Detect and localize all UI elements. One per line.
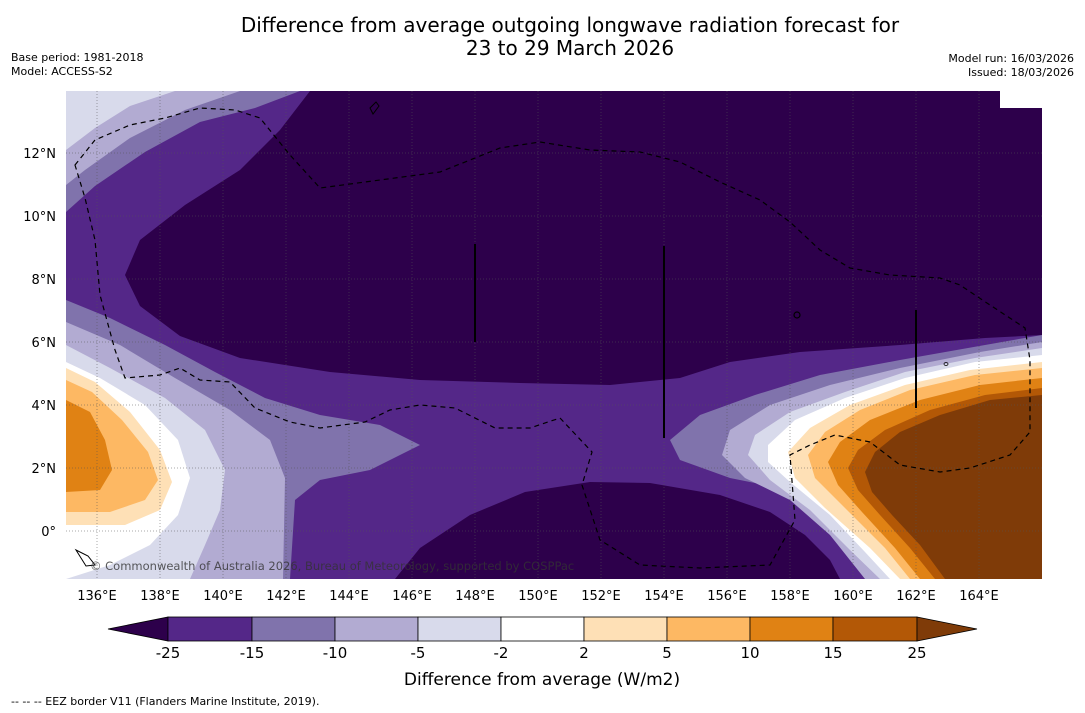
colorbar-tick-label: 25	[907, 644, 926, 662]
lat-label: 0°	[41, 525, 56, 540]
lon-label: 154°E	[644, 589, 684, 604]
lon-label: 150°E	[518, 589, 558, 604]
contour-fill-west-7	[66, 400, 112, 492]
colorbar: -25 -15 -10 -5 -2 2 5 10 15 25 Differenc…	[107, 616, 978, 690]
contour-fill-strong-negative	[125, 91, 1042, 385]
longitude-labels: 136°E 138°E 140°E 142°E 144°E 146°E 148°…	[77, 589, 999, 604]
lon-label: 138°E	[140, 589, 180, 604]
colorbar-tick-label: -5	[411, 644, 426, 662]
colorbar-tick-label: 5	[662, 644, 672, 662]
colorbar-tick-label: 2	[579, 644, 589, 662]
lat-label: 8°N	[32, 273, 57, 288]
colorbar-segment	[749, 616, 834, 642]
lat-label: 2°N	[32, 462, 57, 477]
lat-label: 6°N	[32, 336, 57, 351]
colorbar-segment	[583, 616, 668, 642]
lon-label: 158°E	[770, 589, 810, 604]
island-kosrae	[943, 362, 949, 366]
island-guam	[369, 101, 380, 115]
model-run-label: Model run: 16/03/2026	[948, 52, 1074, 65]
colorbar-tick-label: 15	[823, 644, 842, 662]
lat-label: 4°N	[32, 399, 57, 414]
model-label: Model: ACCESS-S2	[11, 65, 113, 78]
map-title: Difference from average outgoing longwav…	[150, 14, 990, 60]
lon-label: 146°E	[392, 589, 432, 604]
title-line-1: Difference from average outgoing longwav…	[240, 13, 900, 37]
lat-label: 10°N	[23, 210, 56, 225]
lon-label: 140°E	[203, 589, 243, 604]
contour-fill-south-negative	[395, 482, 840, 579]
contour-fill-east-9	[865, 395, 1042, 579]
lon-label: 136°E	[77, 589, 117, 604]
island-coast-southwest	[74, 548, 96, 567]
colorbar-segment	[500, 616, 585, 642]
contour-fill-nw-3	[66, 91, 175, 150]
colorbar-segment	[251, 616, 336, 642]
issued-label: Issued: 18/03/2026	[967, 66, 1074, 79]
colorbar-title: Difference from average (W/m2)	[404, 670, 680, 690]
eez-footnote: -- -- -- EEZ border V11 (Flanders Marine…	[11, 695, 320, 708]
colorbar-tick-label: -25	[156, 644, 181, 662]
colorbar-tick-label: -15	[240, 644, 265, 662]
meta-right: Model run: 16/03/2026 Issued: 18/03/2026	[948, 52, 1074, 80]
lon-label: 142°E	[266, 589, 306, 604]
title-line-2: 23 to 29 March 2026	[465, 36, 675, 60]
map-plot-area: © Commonwealth of Australia 2026, Bureau…	[66, 91, 1042, 579]
lon-label: 162°E	[896, 589, 936, 604]
eez-border	[74, 107, 1031, 569]
colorbar-extend-low	[107, 616, 169, 642]
island-pohnpei	[793, 311, 801, 319]
colorbar-extend-high	[916, 616, 978, 642]
colorbar-segment	[417, 616, 502, 642]
lon-label: 144°E	[329, 589, 369, 604]
base-period-label: Base period: 1981-2018	[11, 51, 144, 64]
meta-left: Base period: 1981-2018 Model: ACCESS-S2	[11, 51, 143, 79]
colorbar-segment	[832, 616, 918, 642]
colorbar-segment	[167, 616, 253, 642]
lon-label: 156°E	[707, 589, 747, 604]
map-copyright: © Commonwealth of Australia 2026, Bureau…	[90, 559, 574, 573]
map-no-data-corner	[1000, 91, 1042, 108]
colorbar-segment	[666, 616, 751, 642]
colorbar-segment	[334, 616, 419, 642]
lat-label: 12°N	[23, 147, 56, 162]
colorbar-tick-label: -2	[494, 644, 509, 662]
lon-label: 152°E	[581, 589, 621, 604]
lon-label: 148°E	[455, 589, 495, 604]
colorbar-tick-label: 10	[740, 644, 759, 662]
latitude-labels: 12°N 10°N 8°N 6°N 4°N 2°N 0°	[23, 147, 56, 540]
lon-label: 164°E	[959, 589, 999, 604]
lon-label: 160°E	[833, 589, 873, 604]
colorbar-tick-label: -10	[323, 644, 348, 662]
